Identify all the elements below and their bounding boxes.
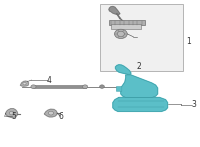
FancyBboxPatch shape <box>109 20 145 25</box>
Polygon shape <box>6 109 18 117</box>
Polygon shape <box>121 75 158 97</box>
Circle shape <box>23 82 26 85</box>
Text: 5: 5 <box>11 112 16 121</box>
Text: 2: 2 <box>136 62 141 71</box>
FancyBboxPatch shape <box>116 86 122 91</box>
FancyBboxPatch shape <box>111 24 141 29</box>
Circle shape <box>48 111 54 115</box>
Polygon shape <box>21 81 29 86</box>
Polygon shape <box>115 65 131 74</box>
Text: 3: 3 <box>192 100 197 109</box>
Bar <box>100 4 183 71</box>
Circle shape <box>83 85 88 89</box>
Circle shape <box>100 85 104 88</box>
Circle shape <box>31 85 36 89</box>
FancyBboxPatch shape <box>33 85 86 88</box>
Polygon shape <box>109 6 120 15</box>
Polygon shape <box>44 109 57 117</box>
Polygon shape <box>113 97 168 111</box>
Circle shape <box>114 29 127 39</box>
Text: 4: 4 <box>47 76 52 85</box>
Text: 6: 6 <box>59 112 64 121</box>
Circle shape <box>117 31 124 36</box>
Circle shape <box>9 111 14 115</box>
Text: 1: 1 <box>186 37 191 46</box>
